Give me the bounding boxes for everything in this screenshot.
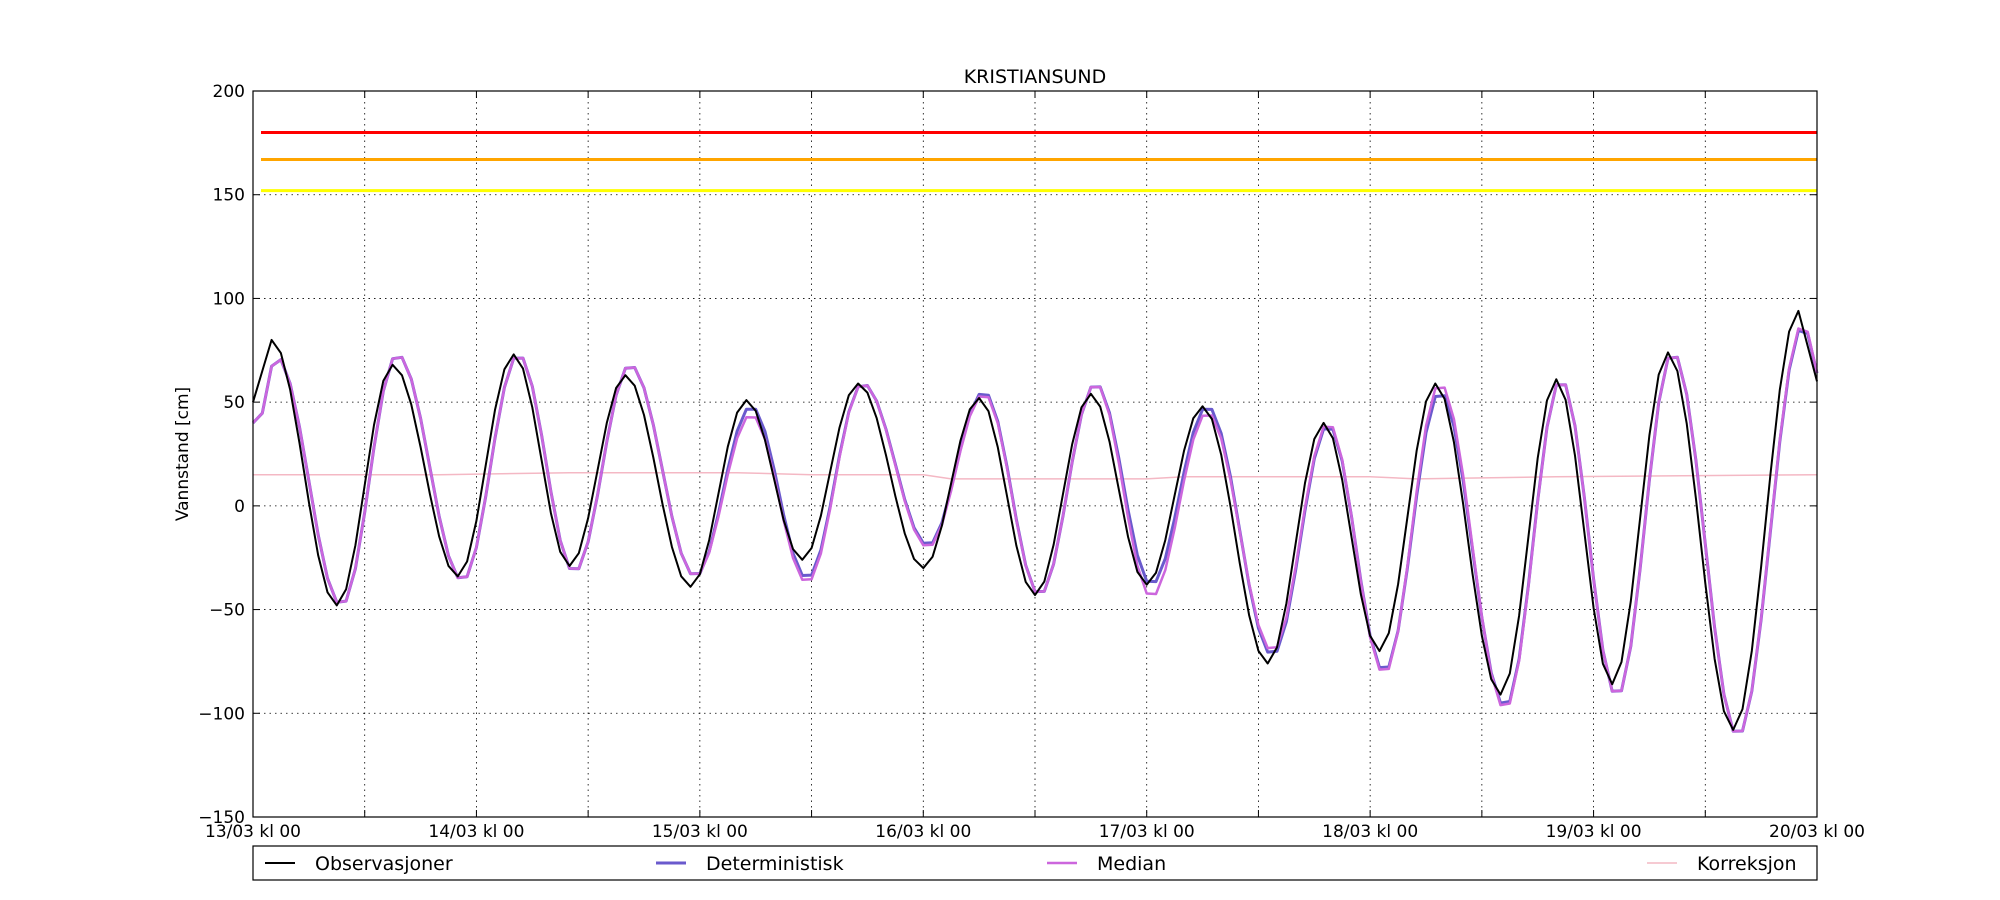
- x-tick-label: 13/03 kl 00: [205, 822, 301, 842]
- chart-title: KRISTIANSUND: [964, 66, 1107, 88]
- series-line-median: [252, 327, 1819, 733]
- series-line-observasjoner: [252, 309, 1818, 731]
- y-tick-label: −100: [198, 704, 245, 724]
- y-tick-labels: 200 150 100 50 0 −50 −100 −150: [198, 82, 245, 828]
- threshold-lines: [261, 130, 1817, 193]
- x-tick-labels: 13/03 kl 00 14/03 kl 00 15/03 kl 00 16/03 k…: [205, 822, 1865, 842]
- x-tick-label: 17/03 kl 00: [1099, 822, 1195, 842]
- y-tick-label: 100: [213, 289, 245, 309]
- y-tick-label: 50: [223, 393, 245, 413]
- y-axis-label: Vannstand [cm]: [173, 387, 193, 521]
- legend-entry: Observasjoner: [315, 853, 453, 875]
- legend: Observasjoner Deterministisk Median Korreks…: [252, 845, 1818, 881]
- axis-ticks: [252, 90, 1818, 818]
- legend-box: [252, 845, 1818, 881]
- x-tick-label: 19/03 kl 00: [1546, 822, 1642, 842]
- x-tick-label: 15/03 kl 00: [652, 822, 748, 842]
- y-tick-label: −150: [198, 808, 245, 828]
- legend-entry: Deterministisk: [706, 853, 844, 875]
- series-layer: [251, 309, 1819, 733]
- grid: [253, 91, 1817, 817]
- y-tick-label: 150: [213, 186, 245, 206]
- x-tick-label: 20/03 kl 00: [1769, 822, 1865, 842]
- x-tick-label: 16/03 kl 00: [875, 822, 971, 842]
- x-tick-label: 18/03 kl 00: [1322, 822, 1418, 842]
- legend-entry: Korreksjon: [1697, 853, 1797, 875]
- y-tick-label: −50: [209, 601, 245, 621]
- legend-entry: Median: [1097, 853, 1166, 875]
- x-tick-label: 14/03 kl 00: [428, 822, 524, 842]
- y-tick-label: 0: [234, 497, 245, 517]
- y-tick-label: 200: [213, 82, 245, 102]
